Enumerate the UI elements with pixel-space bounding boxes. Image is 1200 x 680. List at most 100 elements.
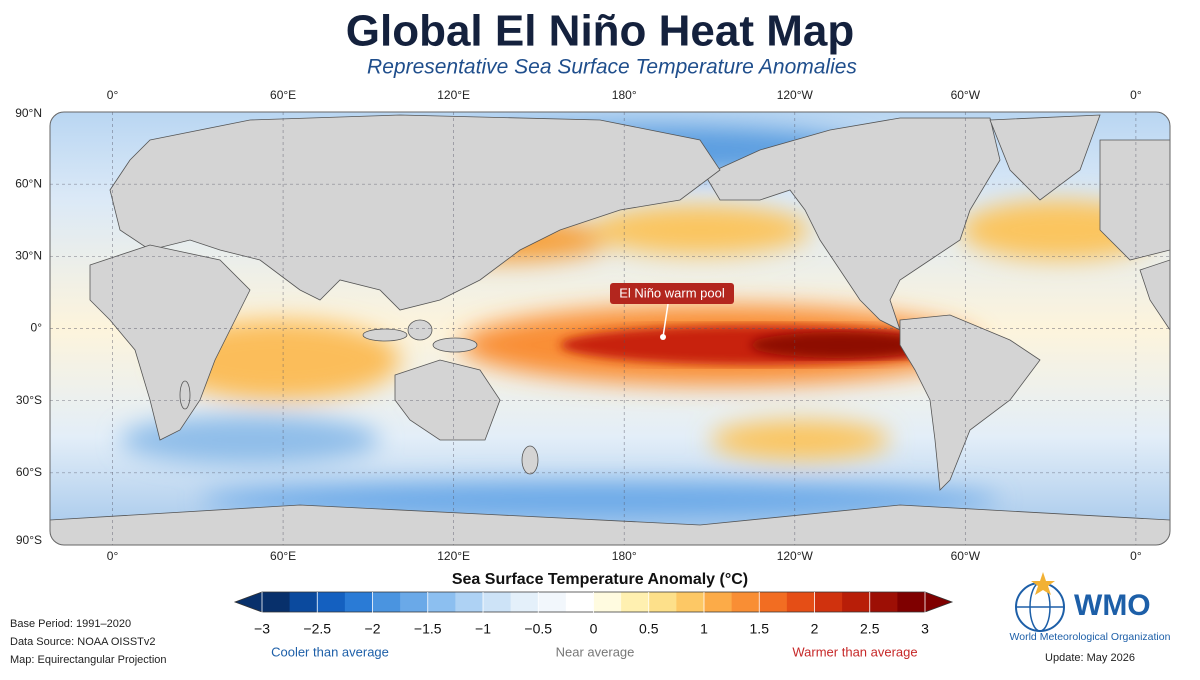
annotation-pointer [662,303,669,338]
island [362,328,408,342]
colorbar-segment [262,592,291,612]
colorbar-segment [538,592,567,612]
colorbar-segment [786,592,815,612]
subtitle: Representative Sea Surface Temperature A… [367,56,857,79]
south-america [899,314,1041,491]
australia [394,359,501,441]
y-tick-label: 60°S [16,465,42,479]
colorbar-segment [344,592,373,612]
colorbar-tick-label: −1.5 [414,621,442,637]
colorbar-extend-high [925,592,952,612]
colorbar-tick-label: 1.5 [750,621,770,637]
colorbar-segment [676,592,705,612]
x-tick-label: 0° [107,88,119,102]
colorbar-segment [483,592,512,612]
note: Data Source: NOAA OISSTv2 [10,636,156,648]
colorbar-descriptor: Warmer than average [792,644,917,659]
note: Map: Equirectangular Projection [10,654,167,666]
y-tick-label: 0° [31,321,43,335]
map [50,112,1170,545]
colorbar-title: Sea Surface Temperature Anomaly (°C) [452,571,748,588]
greenland [989,114,1101,201]
colorbar-segment [759,592,788,612]
organization: World Meteorological Organization [1010,631,1171,643]
colorbar-segment [289,592,318,612]
warm-patch [590,205,810,255]
europe-wrap [1099,139,1170,261]
x-tick-label: 60°W [951,549,981,563]
colorbar-segment [510,592,539,612]
colorbar-segment [372,592,401,612]
cool-patch [120,415,380,465]
x-tick-label: 120°W [777,549,814,563]
colorbar-tick-label: −2.5 [303,621,331,637]
island [179,380,191,410]
colorbar-tick-label: 2.5 [860,621,880,637]
colorbar-segment [814,592,843,612]
colorbar-segment [731,592,760,612]
x-tick-label: 120°W [777,88,814,102]
x-tick-label: 60°W [951,88,981,102]
update: Update: May 2026 [1045,652,1135,664]
wmo-logo: WMO [1015,572,1151,632]
colorbar-descriptor: Cooler than average [271,644,389,659]
colorbar-segment [869,592,898,612]
x-tick-label: 0° [1130,88,1142,102]
x-tick-label: 120°E [437,549,470,563]
colorbar-segment [565,592,594,612]
warm-pool-core [750,332,930,358]
y-tick-label: 30°S [16,393,42,407]
y-tick-label: 90°S [16,533,42,547]
colorbar-tick-label: 3 [921,621,929,637]
note: Base Period: 1991–2020 [10,618,131,630]
annotation: El Niño warm pool [610,283,734,340]
colorbar-tick-label: −0.5 [524,621,552,637]
colorbar-segment [400,592,429,612]
island [432,337,478,353]
colorbar-tick-label: −2 [365,621,381,637]
africa-wrap [1139,259,1170,332]
colorbar-tick-label: 0 [590,621,598,637]
colorbar-tick-label: −1 [475,621,491,637]
x-tick-label: 180° [612,88,637,102]
logo-text: WMO [1074,589,1151,622]
africa [89,244,251,441]
x-tick-label: 120°E [437,88,470,102]
colorbar-segment [897,592,926,612]
colorbar-segment [648,592,677,612]
colorbar-extend-low [235,592,262,612]
colorbar-segment [704,592,733,612]
annotation-box [610,283,734,304]
land [50,114,1170,545]
logo-star [1031,572,1055,595]
x-tick-label: 180° [612,549,637,563]
notes: Base Period: 1991–2020 Data Source: NOAA… [10,618,167,666]
x-tick-label: 0° [1130,549,1142,563]
colorbar-segment [842,592,871,612]
annotation-text: El Niño warm pool [619,285,725,300]
colorbar-tick-label: 0.5 [639,621,659,637]
colorbar-segment [317,592,346,612]
island [407,319,433,341]
x-tick-label: 60°E [270,88,296,102]
annotation-point [660,334,666,340]
title: Global El Niño Heat Map [346,7,855,56]
warm-patch [710,420,890,460]
x-tick-label: 0° [107,549,119,563]
island [521,445,539,475]
map-frame [49,111,1171,546]
y-tick-label: 90°N [15,106,42,120]
colorbar: −3 −2.5 −2 −1.5 −1 −0.5 0 0.5 1 1.5 2 2.5 3 Cooler th… [233,591,954,659]
cool-patch [200,482,1000,518]
colorbar-tick-label: 2 [811,621,819,637]
colorbar-segment [455,592,484,612]
x-tick-label: 60°E [270,549,296,563]
colorbar-segment [621,592,650,612]
colorbar-tick-label: −3 [254,621,270,637]
colorbar-descriptor: Near average [556,644,635,659]
y-tick-label: 60°N [15,176,42,190]
colorbar-segment [593,592,622,612]
